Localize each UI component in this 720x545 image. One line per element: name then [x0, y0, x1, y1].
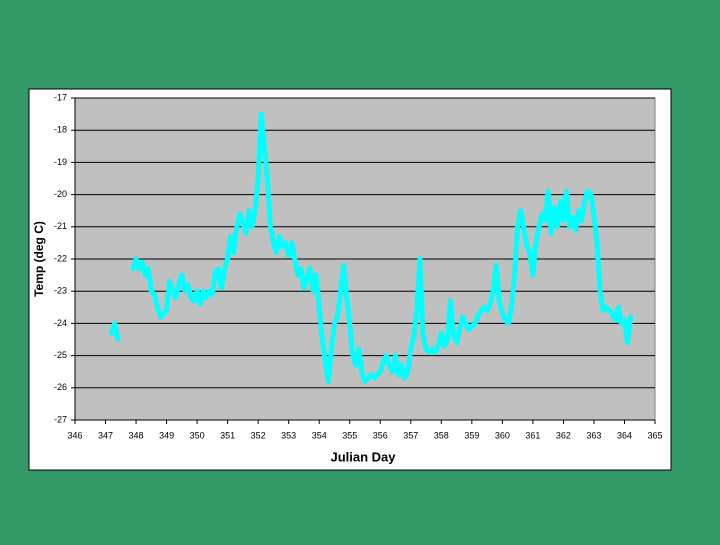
- y-tick-label: -21: [54, 221, 67, 231]
- y-tick-label: -27: [54, 414, 67, 424]
- x-tick-label: 346: [67, 430, 82, 440]
- x-tick-label: 361: [525, 430, 540, 440]
- y-axis-title: Temp (deg C): [32, 221, 46, 297]
- y-tick-label: -20: [54, 189, 67, 199]
- x-tick-label: 364: [617, 430, 632, 440]
- x-tick-label: 353: [281, 430, 296, 440]
- x-tick-label: 365: [647, 430, 662, 440]
- x-tick-label: 348: [129, 430, 144, 440]
- x-axis-title: Julian Day: [330, 449, 396, 464]
- x-tick-label: 363: [586, 430, 601, 440]
- x-tick-label: 351: [220, 430, 235, 440]
- y-tick-label: -26: [54, 382, 67, 392]
- x-tick-label: 358: [434, 430, 449, 440]
- x-tick-label: 347: [98, 430, 113, 440]
- x-tick-label: 349: [159, 430, 174, 440]
- x-tick-label: 362: [556, 430, 571, 440]
- x-tick-label: 352: [251, 430, 266, 440]
- y-tick-label: -24: [54, 318, 67, 328]
- y-tick-label: -22: [54, 253, 67, 263]
- y-tick-label: -18: [54, 125, 67, 135]
- x-tick-label: 359: [464, 430, 479, 440]
- y-tick-label: -17: [54, 92, 67, 102]
- y-tick-label: -23: [54, 286, 67, 296]
- x-tick-label: 355: [342, 430, 357, 440]
- y-tick-label: -19: [54, 157, 67, 167]
- x-tick-label: 350: [190, 430, 205, 440]
- x-tick-label: 354: [312, 430, 327, 440]
- y-tick-label: -25: [54, 350, 67, 360]
- x-tick-label: 360: [495, 430, 510, 440]
- data-line: [109, 111, 634, 384]
- x-tick-label: 356: [373, 430, 388, 440]
- x-tick-label: 357: [403, 430, 418, 440]
